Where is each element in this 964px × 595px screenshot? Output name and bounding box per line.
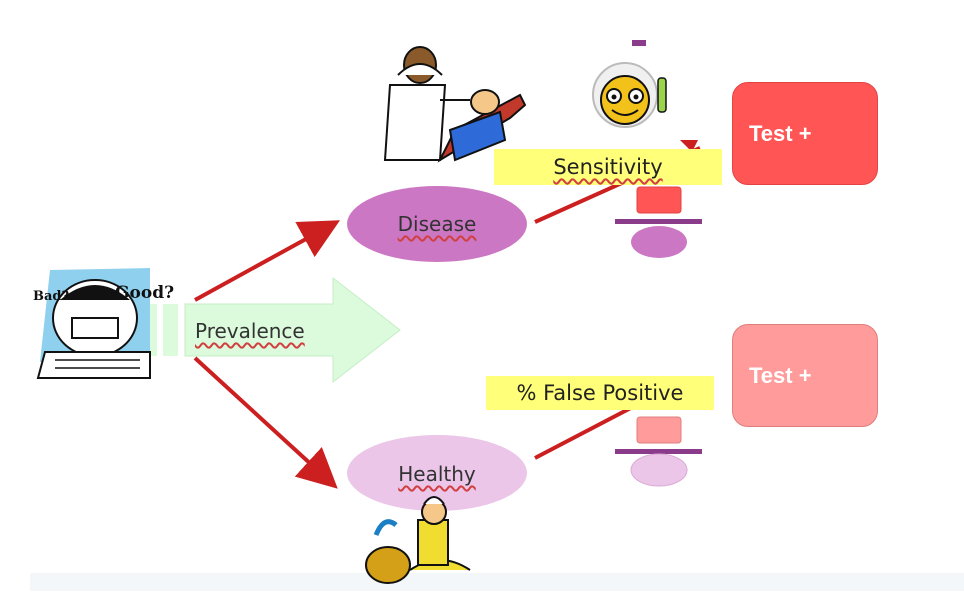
disease-ellipse	[347, 186, 527, 262]
scientist-clipart	[592, 40, 667, 128]
fraction-top-numerator	[636, 186, 682, 214]
sensitivity-label: Sensitivity	[494, 149, 722, 185]
healthy-label: Healthy	[398, 462, 476, 486]
thinker-bad-text: Bad?	[33, 289, 70, 304]
arrow-to-disease	[194, 220, 341, 302]
fraction-bottom-numerator	[636, 416, 682, 444]
prevalence-arrow-stripe-1	[148, 304, 157, 356]
prevalence-arrow-stripe-2	[163, 304, 178, 356]
sensitivity-text: Sensitivity	[553, 155, 663, 179]
arrow-to-healthy	[193, 356, 338, 489]
fraction-top-denominator	[631, 226, 687, 258]
meditator-clipart	[365, 496, 471, 584]
disease-label: Disease	[397, 212, 477, 236]
thinker-good-text: Good?	[115, 283, 174, 303]
test-positive-bottom-text: Test +	[749, 362, 812, 388]
fraction-top-bar	[615, 219, 702, 224]
dentist-clipart	[383, 46, 527, 163]
test-positive-box-top: Test +	[732, 82, 878, 185]
bottom-band	[30, 573, 964, 591]
thinker-clipart: Bad? Good?	[33, 268, 174, 379]
healthy-ellipse	[347, 435, 527, 511]
test-positive-box-bottom: Test +	[732, 324, 878, 427]
false-positive-text: % False Positive	[516, 381, 684, 405]
prevalence-arrow	[184, 276, 401, 384]
fraction-bottom-denominator	[630, 453, 688, 487]
fraction-bottom-bar	[615, 449, 702, 454]
false-positive-label: % False Positive	[486, 376, 714, 410]
test-positive-top-text: Test +	[749, 120, 812, 146]
prevalence-label: Prevalence	[195, 319, 305, 343]
